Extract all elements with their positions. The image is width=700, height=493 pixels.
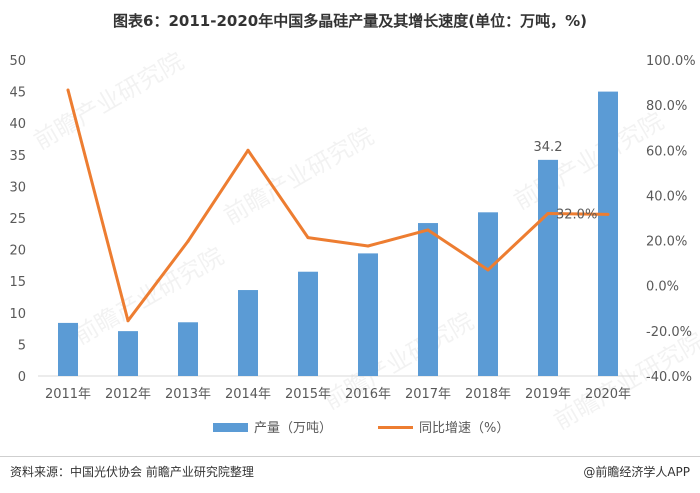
y-left-tick-label: 50: [9, 54, 26, 69]
line-point: [426, 228, 430, 232]
bar: [298, 271, 318, 376]
bar: [118, 331, 138, 376]
growth-line: [66, 89, 609, 323]
y-left-tick-label: 40: [9, 117, 26, 132]
y-left-tick-label: 35: [9, 149, 26, 164]
y-right-tick-label: -40.0%: [646, 370, 692, 385]
line-point: [246, 148, 250, 152]
legend-label-bar: 产量（万吨）: [254, 421, 332, 436]
bar-series: [58, 91, 618, 376]
y-right-tick-label: 40.0%: [646, 189, 687, 204]
bar: [538, 159, 558, 376]
bar: [598, 91, 618, 376]
legend-label-line: 同比增速（%）: [419, 421, 509, 436]
data-label: 34.2: [534, 140, 563, 155]
axes: 0 5 10 15 20 25 30 35 40 45 50 -40.0% -20.0% 0.0% 20.0…: [9, 54, 695, 402]
y-right-tick-label: 20.0%: [646, 235, 687, 250]
data-label: 32.0%: [556, 207, 597, 222]
x-tick-label: 2012年: [105, 387, 151, 402]
bar: [238, 290, 258, 376]
bar: [478, 212, 498, 376]
bar: [58, 322, 78, 376]
x-tick-label: 2011年: [45, 387, 91, 402]
x-tick-label: 2016年: [345, 387, 391, 402]
watermark-text: 前瞻产业研究院: [509, 107, 668, 215]
line-point: [486, 268, 490, 272]
line-point: [126, 319, 130, 323]
y-right-tick-label: -20.0%: [646, 325, 692, 340]
x-tick-label: 2014年: [225, 387, 271, 402]
y-left-tick-label: 10: [9, 307, 26, 322]
y-left-tick-label: 20: [9, 244, 26, 259]
x-tick-label: 2013年: [165, 387, 211, 402]
line-point: [546, 211, 550, 215]
legend: 产量（万吨） 同比增速（%）: [213, 421, 509, 436]
x-tick-label: 2019年: [525, 387, 571, 402]
y-right-tick-label: 60.0%: [646, 144, 687, 159]
watermark-text: 前瞻产业研究院: [29, 47, 188, 155]
x-tick-label: 2017年: [405, 387, 451, 402]
y-right-tick-label: 0.0%: [646, 280, 679, 295]
watermark-text: 前瞻产业研究院: [319, 307, 478, 415]
x-tick-label: 2015年: [285, 387, 331, 402]
y-left-tick-label: 0: [18, 370, 26, 385]
brand-credit: @前瞻经济学人APP: [583, 465, 690, 479]
line-point: [66, 88, 70, 92]
y-left-tick-label: 30: [9, 180, 26, 195]
watermark-text: 前瞻产业研究院: [219, 122, 378, 230]
y-left-tick-label: 15: [9, 275, 26, 290]
line-point: [606, 212, 610, 216]
line-series: [66, 88, 610, 323]
y-left-tick-label: 45: [9, 86, 26, 101]
source-note: 资料来源：中国光伏协会 前瞻产业研究院整理: [10, 465, 254, 479]
y-right-tick-label: 100.0%: [646, 54, 696, 69]
line-point: [186, 239, 190, 243]
legend-swatch-bar: [213, 423, 248, 432]
bar: [358, 253, 378, 376]
x-tick-label: 2018年: [465, 387, 511, 402]
line-point: [306, 236, 310, 240]
chart-title: 图表6：2011-2020年中国多晶硅产量及其增长速度(单位：万吨，%): [113, 12, 587, 30]
line-point: [366, 244, 370, 248]
y-left-tick-label: 25: [9, 212, 26, 227]
watermark-text: 前瞻产业研究院: [69, 242, 228, 350]
bar: [178, 322, 198, 376]
data-labels: 34.2 32.0%: [534, 140, 598, 223]
y-left-tick-label: 5: [18, 338, 26, 353]
y-right-tick-label: 80.0%: [646, 99, 687, 114]
x-tick-label: 2020年: [585, 387, 631, 402]
footer-divider: [0, 456, 700, 457]
bar: [418, 223, 438, 376]
